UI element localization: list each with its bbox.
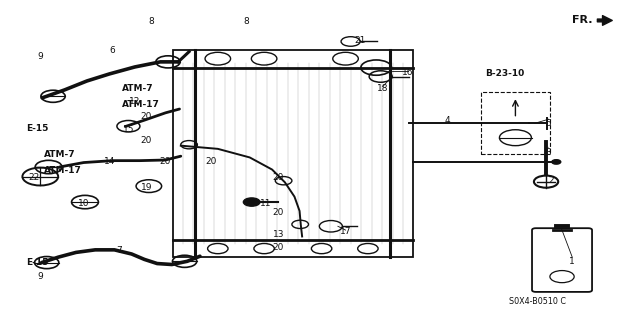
Text: 18: 18 — [377, 84, 388, 93]
Text: B-23-10: B-23-10 — [484, 69, 524, 78]
Text: 20: 20 — [141, 113, 152, 122]
Text: 20: 20 — [141, 136, 152, 145]
Bar — [173, 50, 413, 257]
Text: ATM-7: ATM-7 — [44, 150, 76, 159]
Text: 20: 20 — [273, 243, 284, 252]
Text: 3: 3 — [545, 148, 551, 156]
Circle shape — [243, 198, 260, 206]
Text: 17: 17 — [340, 227, 351, 236]
Text: 20: 20 — [273, 208, 284, 217]
Text: S0X4-B0510 C: S0X4-B0510 C — [509, 297, 566, 306]
Text: 8: 8 — [148, 17, 154, 26]
Text: ATM-7: ATM-7 — [122, 84, 154, 93]
Text: 5: 5 — [546, 119, 552, 128]
Text: 15: 15 — [123, 125, 134, 134]
Text: 8: 8 — [244, 17, 250, 26]
Text: 4: 4 — [445, 116, 451, 125]
Text: 10: 10 — [78, 198, 90, 207]
Text: ATM-17: ATM-17 — [122, 100, 160, 109]
Text: 20: 20 — [273, 173, 284, 182]
Text: 11: 11 — [260, 198, 271, 207]
Text: 22: 22 — [28, 173, 40, 182]
Text: 9: 9 — [37, 52, 43, 61]
FancyArrowPatch shape — [597, 16, 612, 25]
Text: 1: 1 — [570, 258, 575, 267]
Text: 7: 7 — [116, 246, 122, 255]
Text: 13: 13 — [273, 230, 284, 239]
Text: 14: 14 — [104, 157, 115, 166]
Bar — [481, 92, 550, 154]
Text: ATM-17: ATM-17 — [44, 166, 82, 175]
Text: E-15: E-15 — [26, 124, 49, 132]
Text: 16: 16 — [403, 68, 414, 77]
Text: 19: 19 — [141, 183, 152, 192]
Text: 20: 20 — [160, 157, 171, 166]
Text: 2: 2 — [548, 176, 554, 185]
Text: FR.: FR. — [572, 15, 592, 26]
Text: 20: 20 — [205, 157, 217, 166]
Circle shape — [552, 160, 561, 164]
Text: E-15: E-15 — [26, 258, 49, 267]
Text: 6: 6 — [109, 45, 115, 55]
Text: 12: 12 — [129, 97, 141, 106]
Text: 21: 21 — [354, 36, 365, 45]
Text: 9: 9 — [37, 272, 43, 281]
